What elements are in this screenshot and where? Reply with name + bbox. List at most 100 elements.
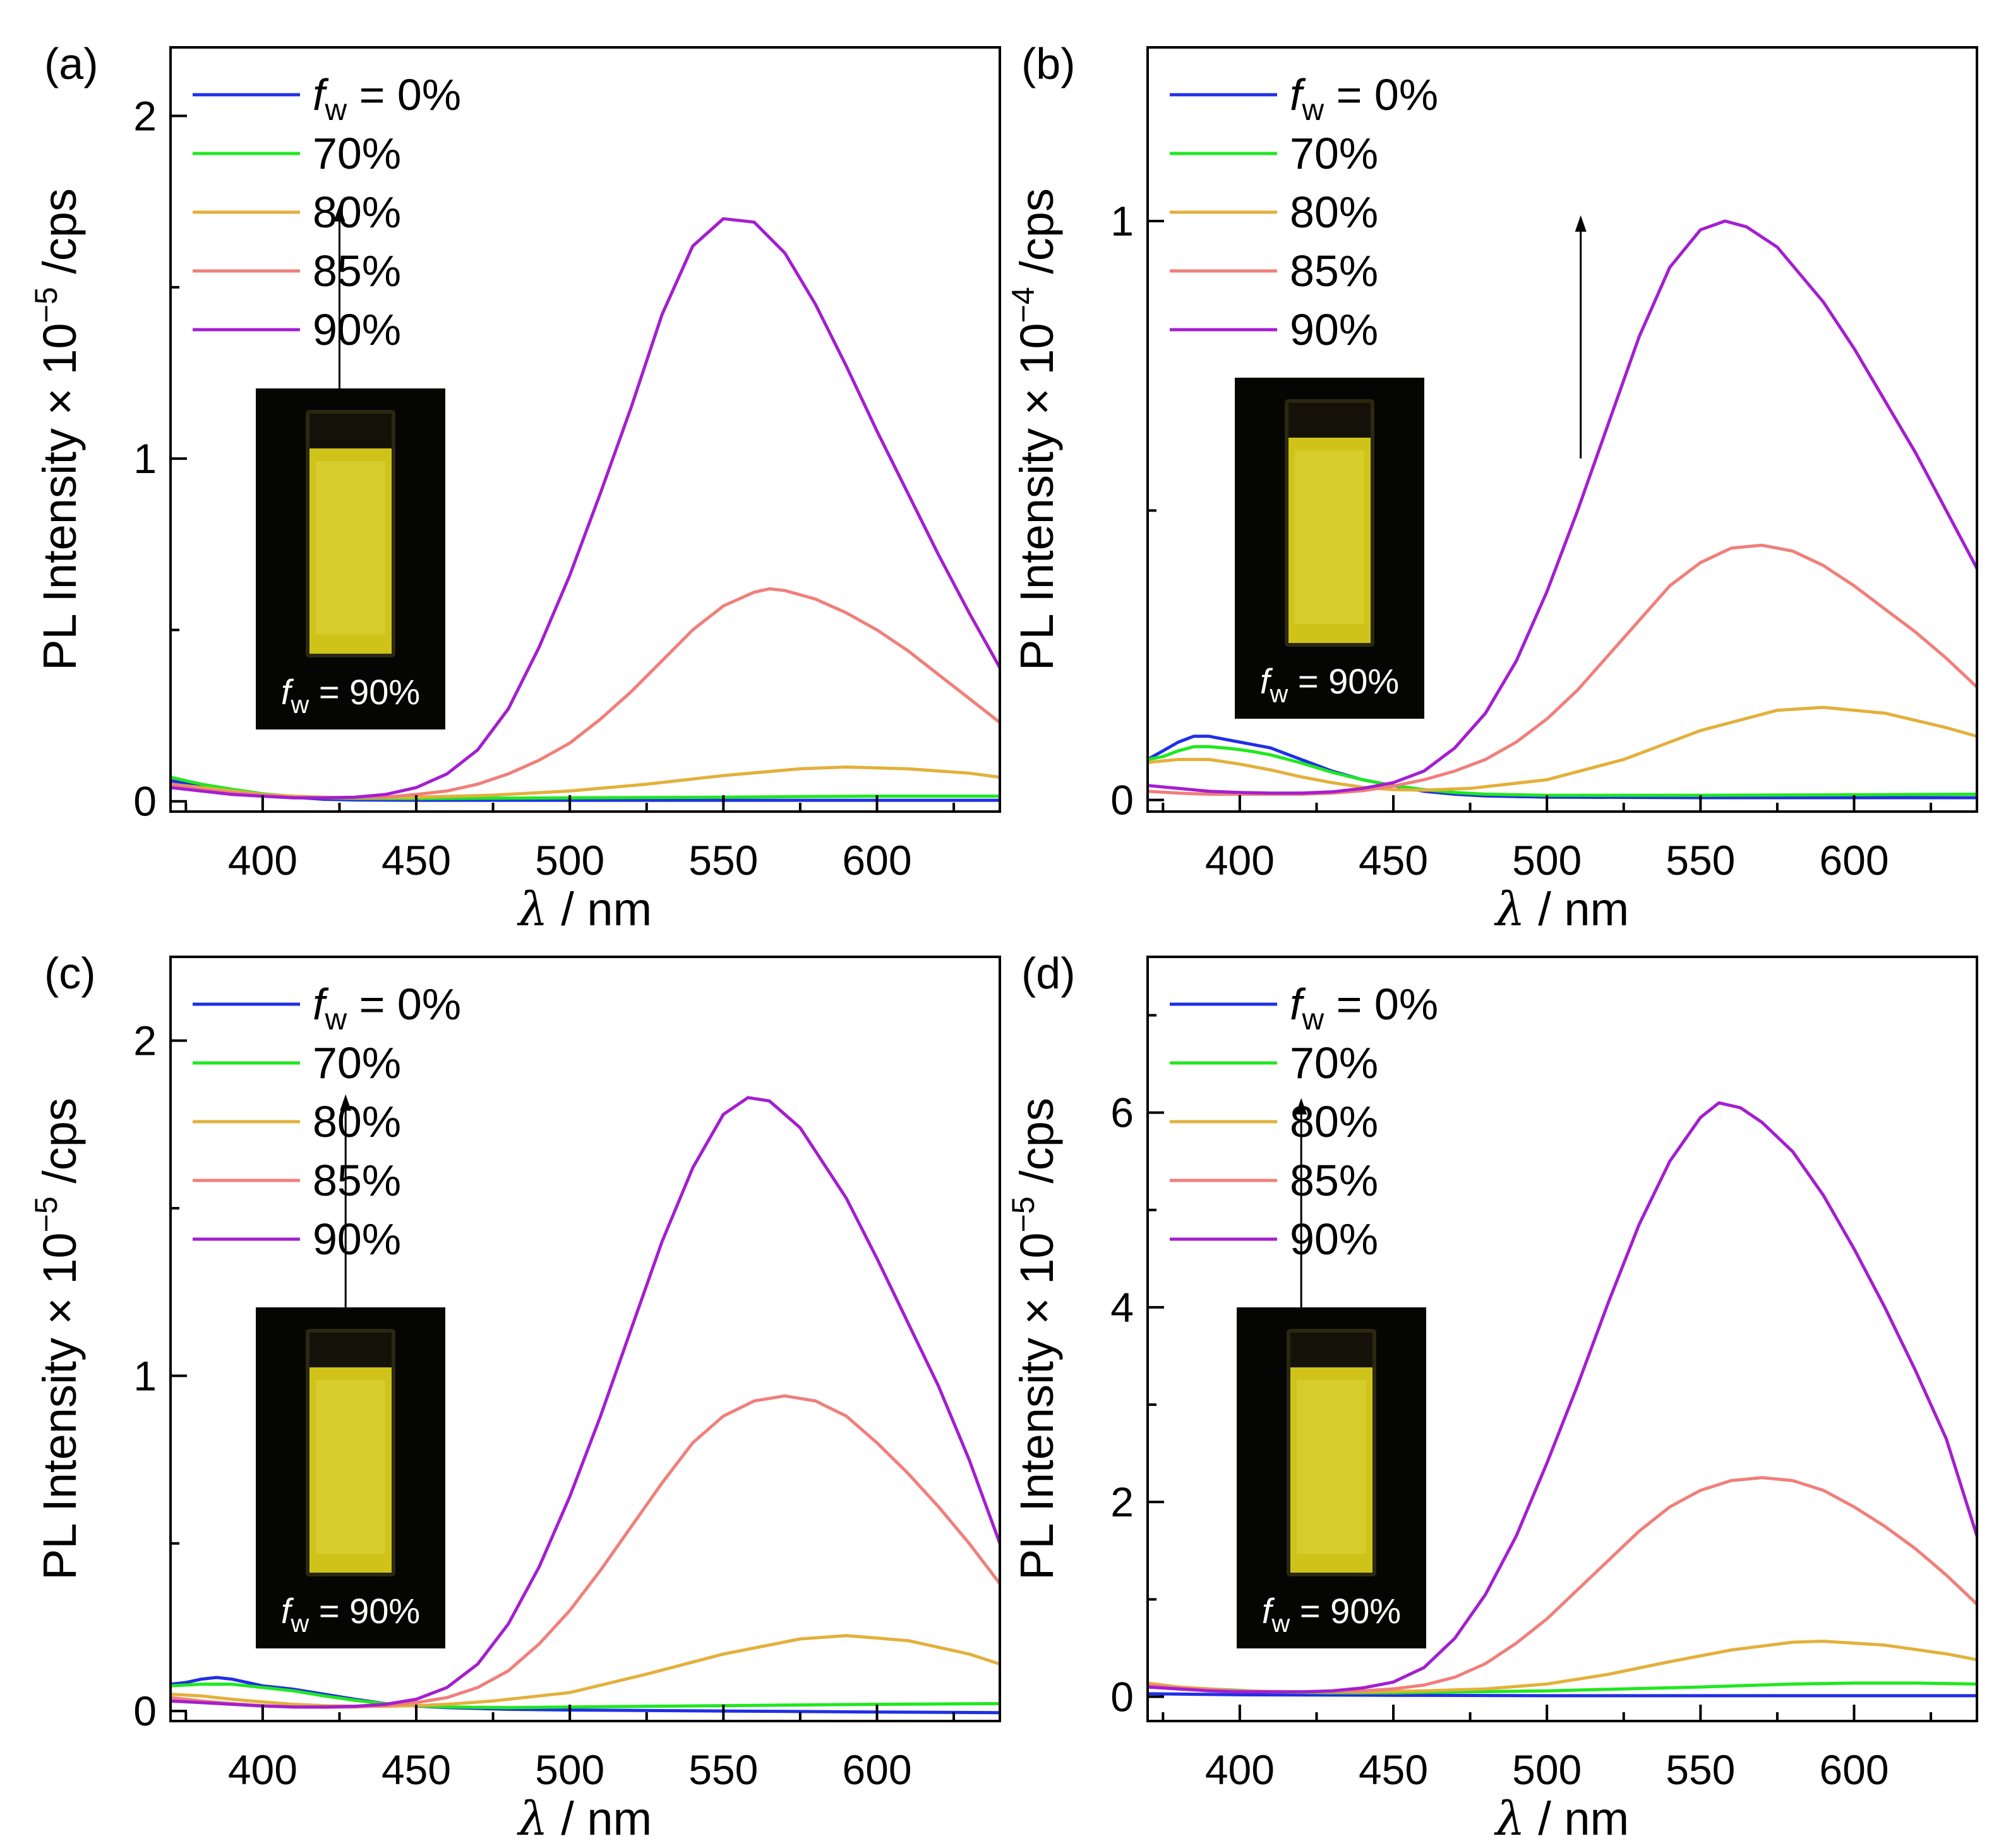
axes-frame (169, 46, 1001, 813)
x-tick-label: 400 (228, 837, 297, 884)
x-tick-label: 400 (1205, 1746, 1275, 1793)
legend-label: fw = 0% (313, 980, 461, 1036)
legend-label: 80% (1290, 188, 1378, 237)
y-tick-label: 2 (1110, 1479, 1134, 1525)
series-line-90pct (1148, 219, 1977, 795)
x-tick-label: 500 (1512, 837, 1582, 884)
legend-label: 85% (1290, 246, 1378, 296)
x-tick-label: 600 (842, 837, 911, 884)
y-tick-label: 0 (1110, 1673, 1134, 1720)
legend-label: fw = 0% (1290, 70, 1438, 127)
arrow-head (340, 1094, 352, 1111)
y-tick-label: 0 (1110, 777, 1134, 824)
axes-frame (1146, 46, 1978, 813)
chart-panel-a: 400 450 500 550 600 0 1 2 λ / nm PL Intensity × 1… (28, 39, 1001, 937)
inset-photo: fw = 90% (256, 388, 445, 729)
legend-label: 90% (313, 305, 401, 354)
legend: fw = 0%70% 80% 85% 90% (193, 980, 461, 1264)
series-line-70pct (1148, 745, 1977, 797)
x-tick-label: 500 (1512, 1746, 1582, 1793)
x-tick-label: 600 (1819, 1746, 1889, 1793)
series-line-80pct (1148, 705, 1977, 792)
x-tick-label: 550 (688, 837, 758, 884)
x-tick-label: 500 (535, 837, 604, 884)
series-line-90pct (171, 217, 1000, 800)
legend-label: 70% (1290, 1038, 1378, 1088)
y-axis-label: PL Intensity × 10−4 /cps (1006, 188, 1063, 671)
y-tick-label: 4 (1110, 1284, 1134, 1331)
series-line-80pct (171, 765, 1000, 800)
chart-panel-d: 400 450 500 550 600 0 2 4 6 λ / nm PL Intensity × … (1006, 949, 1978, 1846)
series-lines (171, 1096, 1000, 1715)
legend-label: 85% (313, 1156, 401, 1205)
x-tick-label: 550 (1666, 1746, 1735, 1793)
arrow-head (1575, 215, 1587, 232)
legend-label: 80% (313, 1097, 401, 1146)
inset-label: fw = 90% (1262, 1591, 1401, 1638)
panel-label: (c) (44, 949, 96, 998)
legend: fw = 0%70% 80% 85% 90% (1170, 980, 1438, 1264)
x-tick-label: 400 (228, 1746, 297, 1793)
series-line-0pct (1148, 1692, 1977, 1698)
cuvette-empty-top (309, 1333, 392, 1367)
x-axis-label: λ / nm (517, 1792, 652, 1846)
inset-photo: fw = 90% (1235, 378, 1424, 719)
y-tick-label: 1 (1110, 198, 1134, 244)
chart-panel-b: 400 450 500 550 600 0 1 λ / nm PL Intensity × 10… (1006, 39, 1978, 937)
x-tick-label: 550 (1666, 837, 1735, 884)
x-tick-label: 600 (842, 1746, 911, 1793)
y-tick-label: 0 (133, 778, 157, 825)
y-tick-label: 2 (133, 1017, 157, 1064)
axes-frame (169, 956, 1001, 1722)
x-tick-label: 450 (1359, 837, 1428, 884)
series-lines (171, 217, 1000, 802)
series-line-90pct (171, 1096, 1000, 1709)
inset-label: fw = 90% (281, 1591, 420, 1638)
x-tick-label: 550 (688, 1746, 758, 1793)
cuvette-glow-center (1295, 450, 1364, 624)
legend-label: 90% (1290, 1215, 1378, 1264)
y-tick-label: 1 (133, 1352, 157, 1399)
legend-label: fw = 0% (313, 70, 461, 127)
legend: fw = 0%70% 80% 85% 90% (193, 70, 461, 354)
cuvette-empty-top (309, 414, 392, 448)
series-lines (1148, 1101, 1977, 1698)
y-tick-label: 2 (133, 93, 157, 140)
panel-label: (a) (44, 39, 99, 88)
panel-label: (d) (1021, 949, 1076, 998)
series-line-80pct (171, 1634, 1000, 1708)
x-tick-label: 450 (381, 1746, 451, 1793)
x-tick-label: 400 (1205, 837, 1275, 884)
trend-arrow (1575, 215, 1587, 459)
y-axis-label: PL Intensity × 10−5 /cps (28, 188, 86, 671)
cuvette-glow-center (316, 1380, 385, 1554)
y-tick-label: 0 (133, 1688, 157, 1734)
x-tick-label: 450 (381, 837, 451, 884)
inset-photo: fw = 90% (1237, 1307, 1426, 1648)
y-axis-label: PL Intensity × 10−5 /cps (1006, 1098, 1063, 1580)
x-axis-label: λ / nm (1494, 882, 1629, 937)
panel-label: (b) (1021, 39, 1076, 88)
x-tick-label: 600 (1819, 837, 1889, 884)
series-line-0pct (1148, 735, 1977, 800)
legend-label: 85% (1290, 1156, 1378, 1205)
cuvette-empty-top (1290, 1333, 1372, 1367)
legend-label: 70% (313, 1038, 401, 1088)
x-tick-label: 500 (535, 1746, 604, 1793)
series-lines (1148, 219, 1977, 800)
legend-label: fw = 0% (1290, 980, 1438, 1036)
legend-label: 80% (313, 188, 401, 237)
legend-label: 80% (1290, 1097, 1378, 1146)
legend-label: 85% (313, 246, 401, 296)
inset-photo: fw = 90% (256, 1307, 445, 1648)
legend: fw = 0%70% 80% 85% 90% (1170, 70, 1438, 354)
inset-label: fw = 90% (1260, 661, 1399, 708)
legend-label: 90% (1290, 305, 1378, 354)
arrow-head (1295, 1098, 1307, 1115)
cuvette-empty-top (1288, 403, 1371, 438)
x-axis-label: λ / nm (517, 882, 652, 937)
y-tick-label: 1 (133, 435, 157, 482)
y-axis-label: PL Intensity × 10−5 /cps (28, 1098, 86, 1580)
legend-label: 90% (313, 1215, 401, 1264)
